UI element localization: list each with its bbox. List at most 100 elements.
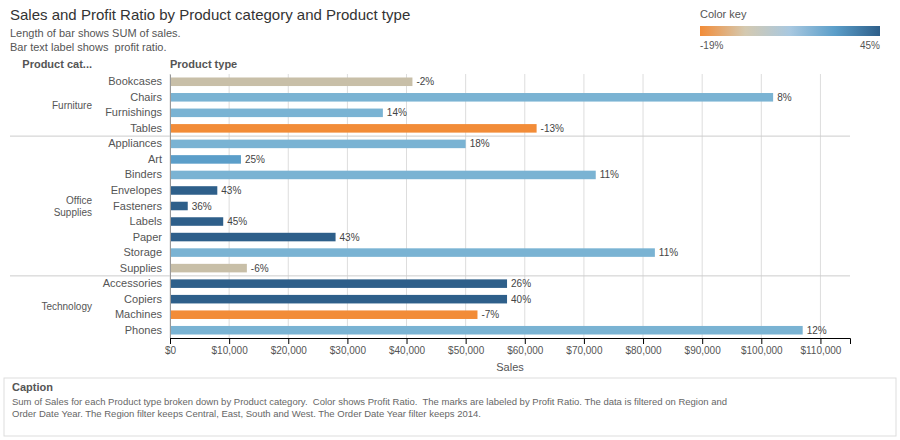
title: Sales and Profit Ratio by Product catego… (10, 6, 410, 23)
x-tick: $40,000 (389, 338, 426, 356)
x-axis-title: Sales (496, 361, 524, 373)
y-tick-label: Paper (133, 231, 163, 243)
y-tick: Appliances (108, 137, 170, 149)
bar (170, 310, 477, 319)
x-tick: $100,000 (741, 338, 783, 356)
data-label: 40% (511, 294, 531, 305)
group-label: Technology (41, 301, 92, 312)
y-tick-label: Art (148, 153, 162, 165)
y-tick-label: Supplies (120, 262, 163, 274)
x-tick-label: $80,000 (625, 345, 662, 356)
data-label: 12% (807, 325, 827, 336)
bar (170, 171, 596, 180)
y-tick-label: Appliances (108, 137, 162, 149)
bar (170, 326, 803, 335)
group-label-line: Supplies (54, 207, 92, 218)
bar (170, 140, 466, 149)
caption-line: Sum of Sales for each Product type broke… (12, 396, 727, 407)
grid-line (583, 74, 584, 338)
x-tick: $0 (165, 338, 177, 356)
x-tick: $90,000 (685, 338, 722, 356)
x-tick-label: $40,000 (389, 345, 426, 356)
y-tick-label: Fasteners (113, 200, 162, 212)
data-label: 11% (659, 247, 678, 258)
data-label: -2% (416, 76, 434, 87)
x-tick-label: $60,000 (507, 345, 544, 356)
color-key-min: -19% (700, 40, 723, 51)
y-tick: Machines (115, 308, 170, 320)
y-axis-title: Product type (170, 58, 237, 70)
y-tick: Tables (130, 122, 170, 134)
bar (170, 93, 773, 102)
y-axis-line (170, 75, 171, 339)
bar (170, 233, 336, 242)
x-tick-mark (466, 338, 467, 344)
chart: Sales and Profit Ratio by Product catego… (0, 0, 900, 440)
data-labels: -2%8%14%-13%18%25%11%43%36%45%43%11%-6%2… (192, 76, 827, 335)
y-tick: Bookcases (108, 75, 170, 87)
bar (170, 264, 247, 273)
x-tick-label: $10,000 (212, 345, 249, 356)
data-label: 8% (777, 92, 792, 103)
data-label: -13% (541, 123, 564, 134)
color-key-bar (700, 26, 880, 36)
x-tick-mark (761, 338, 762, 344)
x-tick: $30,000 (330, 338, 367, 356)
y-tick: Chairs (130, 91, 170, 103)
x-tick: $60,000 (507, 338, 544, 356)
data-label: 26% (511, 278, 531, 289)
group-header: Product cat... (22, 58, 92, 70)
bar (170, 186, 217, 195)
y-tick-label: Phones (125, 324, 163, 336)
x-tick-label: $20,000 (271, 345, 308, 356)
bar (170, 279, 507, 288)
y-tick-label: Tables (130, 122, 162, 134)
group-label: OfficeSupplies (54, 195, 93, 218)
x-tick: $80,000 (625, 338, 662, 356)
x-tick-mark (820, 338, 821, 344)
grid-line (643, 74, 644, 338)
caption-line: Order Date Year. The Region filter keeps… (12, 408, 481, 419)
y-tick: Furnishings (105, 106, 170, 118)
bars (170, 77, 803, 334)
x-tick-mark (170, 338, 171, 344)
x-axis: $0 $10,000 $20,000 $30,000 $40,000 $50,000 $60… (165, 338, 851, 356)
x-tick-mark (288, 338, 289, 344)
caption-box (4, 378, 896, 436)
bar (170, 155, 241, 164)
x-tick-label: $0 (165, 345, 177, 356)
x-tick: $10,000 (212, 338, 249, 356)
y-tick: Paper (133, 231, 170, 243)
x-tick-mark (347, 338, 348, 344)
x-axis-line (171, 339, 851, 345)
x-tick-mark (525, 338, 526, 344)
y-axis: Bookcases Chairs Furnishings Tables Applianc… (103, 75, 171, 339)
color-key-title: Color key (700, 8, 747, 20)
x-tick-label: $30,000 (330, 345, 367, 356)
x-tick-label: $100,000 (741, 345, 783, 356)
y-tick: Phones (125, 324, 170, 336)
y-tick-label: Binders (125, 168, 163, 180)
x-tick-mark (407, 338, 408, 344)
y-tick: Storage (123, 246, 170, 258)
color-key-max: 45% (860, 40, 880, 51)
y-tick: Labels (130, 215, 170, 227)
x-tick: $70,000 (566, 338, 603, 356)
subtitle: Bar text label shows profit ratio. (10, 41, 167, 53)
group-label-line: Technology (41, 301, 92, 312)
grid-line (820, 74, 821, 338)
x-tick-label: $110,000 (800, 345, 841, 356)
data-label: 43% (221, 185, 241, 196)
y-tick-label: Copiers (124, 293, 162, 305)
x-tick-label: $70,000 (566, 345, 603, 356)
y-tick: Art (148, 153, 170, 165)
data-label: 14% (387, 107, 407, 118)
grid-line (761, 74, 762, 338)
y-tick-label: Bookcases (108, 75, 162, 87)
x-tick-label: $50,000 (448, 345, 485, 356)
grid-line (702, 74, 703, 338)
subtitle: Length of bar shows SUM of sales. (10, 27, 181, 39)
data-label: 43% (340, 232, 360, 243)
bar (170, 124, 537, 133)
group-label: Furniture (52, 100, 92, 111)
